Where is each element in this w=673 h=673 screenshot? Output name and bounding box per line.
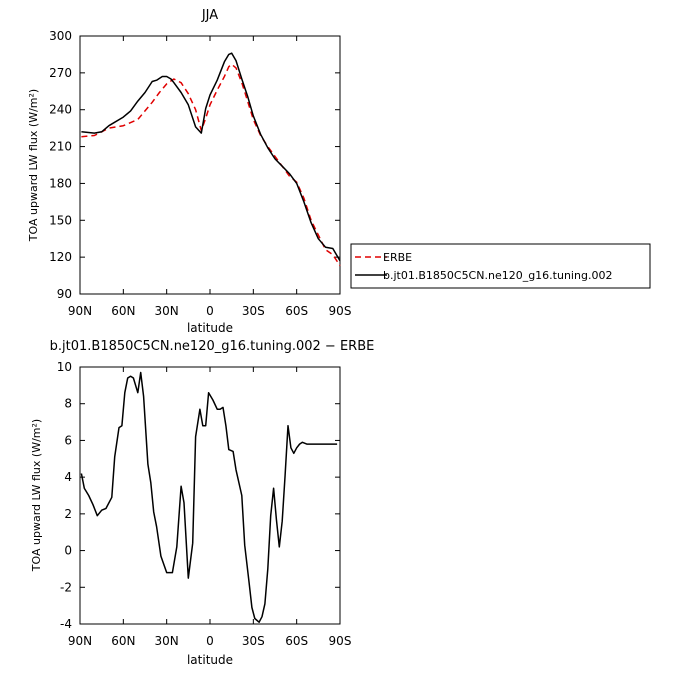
x-axis-label-top: latitude xyxy=(187,321,233,335)
y-tick-label: -4 xyxy=(60,617,72,631)
y-tick-label: 6 xyxy=(64,433,72,447)
legend-box xyxy=(350,243,651,289)
x-tick-label: 60S xyxy=(285,634,308,648)
y-tick-label: 2 xyxy=(64,507,72,521)
y-tick-label: 210 xyxy=(49,140,72,154)
y-tick-label: 10 xyxy=(57,360,72,374)
y-tick-label: 300 xyxy=(49,29,72,43)
y-tick-label: 120 xyxy=(49,250,72,264)
chart-title-top: JJA xyxy=(201,8,218,23)
series-top xyxy=(81,52,341,267)
x-tick-label: 0 xyxy=(206,304,214,318)
x-tick-label: 90N xyxy=(68,634,92,648)
ticks-bottom: -4 -2 0 2 4 6 8 10 90N 60N 30N 0 30S 60S 90S xyxy=(57,360,352,648)
y-tick-label: 0 xyxy=(64,544,72,558)
x-tick-label: 90S xyxy=(329,634,352,648)
series-bottom xyxy=(80,371,338,623)
x-tick-label: 30N xyxy=(155,634,179,648)
series-line-bottom-0 xyxy=(80,371,338,623)
legend-label-model: b.jt01.B1850C5CN.ne120_g16.tuning.002 xyxy=(383,269,612,282)
y-axis-label-bottom: TOA upward LW flux (W/m²) xyxy=(30,419,43,572)
x-tick-label: 30N xyxy=(155,304,179,318)
series-line-top-1 xyxy=(81,52,341,262)
y-tick-label: 180 xyxy=(49,176,72,190)
ticks-top: 90 120 150 180 210 240 270 300 90N 60N 30N 0 30S 60S 9… xyxy=(49,29,351,318)
y-tick-label: 240 xyxy=(49,103,72,117)
legend: ERBE b.jt01.B1850C5CN.ne120_g16.tuning.0… xyxy=(350,243,651,289)
panel-top: JJA 90 120 150 180 210 240 270 300 90N 60N 30N 0 30S… xyxy=(27,8,351,335)
y-tick-label: 90 xyxy=(57,287,72,301)
x-tick-label: 60N xyxy=(111,634,135,648)
plot-frame-top xyxy=(79,35,341,295)
plot-frame-bottom xyxy=(79,366,341,625)
panel-bottom: b.jt01.B1850C5CN.ne120_g16.tuning.002 − … xyxy=(30,339,374,667)
x-tick-label: 90S xyxy=(329,304,352,318)
x-tick-label: 60N xyxy=(111,304,135,318)
x-axis-label-bottom: latitude xyxy=(187,653,233,667)
y-tick-label: 270 xyxy=(49,66,72,80)
y-tick-label: 8 xyxy=(64,397,72,411)
y-tick-label: -2 xyxy=(60,580,72,594)
x-tick-label: 60S xyxy=(285,304,308,318)
y-tick-label: 150 xyxy=(49,213,72,227)
y-axis-label-top: TOA upward LW flux (W/m²) xyxy=(27,89,40,242)
x-tick-label: 90N xyxy=(68,304,92,318)
x-tick-label: 0 xyxy=(206,634,214,648)
legend-label-erbe: ERBE xyxy=(383,251,412,264)
y-tick-label: 4 xyxy=(64,470,72,484)
x-tick-label: 30S xyxy=(242,634,265,648)
x-tick-label: 30S xyxy=(242,304,265,318)
chart-title-bottom: b.jt01.B1850C5CN.ne120_g16.tuning.002 − … xyxy=(50,339,375,354)
